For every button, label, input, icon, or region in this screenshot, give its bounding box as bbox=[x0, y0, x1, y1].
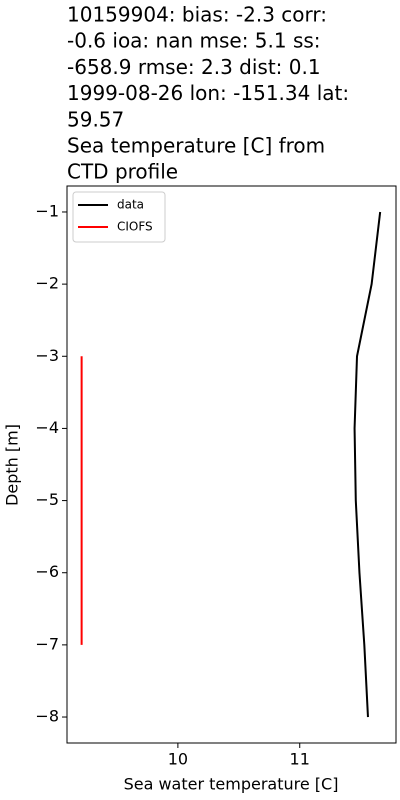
y-tick-label: −1 bbox=[35, 201, 59, 220]
legend-label: data bbox=[117, 198, 144, 212]
chart-title: -0.6 ioa: nan mse: 5.1 ss: bbox=[67, 29, 321, 53]
y-tick-label: −8 bbox=[35, 707, 59, 726]
plot-frame bbox=[66, 185, 397, 744]
chart-title: 10159904: bias: -2.3 corr: bbox=[67, 3, 327, 27]
legend-label: CIOFS bbox=[117, 220, 153, 234]
y-tick-label: −4 bbox=[35, 418, 59, 437]
chart-title: 59.57 bbox=[67, 107, 124, 131]
x-tick-label: 10 bbox=[168, 750, 188, 769]
x-axis-label: Sea water temperature [C] bbox=[124, 775, 339, 794]
y-tick-label: −7 bbox=[35, 634, 59, 653]
y-axis-label: Depth [m] bbox=[3, 424, 22, 506]
y-tick-label: −6 bbox=[35, 562, 59, 581]
chart-title: Sea temperature [C] from bbox=[67, 134, 325, 158]
x-tick-label: 11 bbox=[290, 750, 310, 769]
chart-title: 1999-08-26 lon: -151.34 lat: bbox=[67, 81, 349, 105]
y-tick-label: −5 bbox=[35, 490, 59, 509]
chart-title: -658.9 rmse: 2.3 dist: 0.1 bbox=[67, 55, 321, 79]
y-tick-label: −2 bbox=[35, 274, 59, 293]
chart-title: CTD profile bbox=[67, 160, 178, 184]
y-tick-label: −3 bbox=[35, 346, 59, 365]
line bbox=[353, 211, 382, 718]
